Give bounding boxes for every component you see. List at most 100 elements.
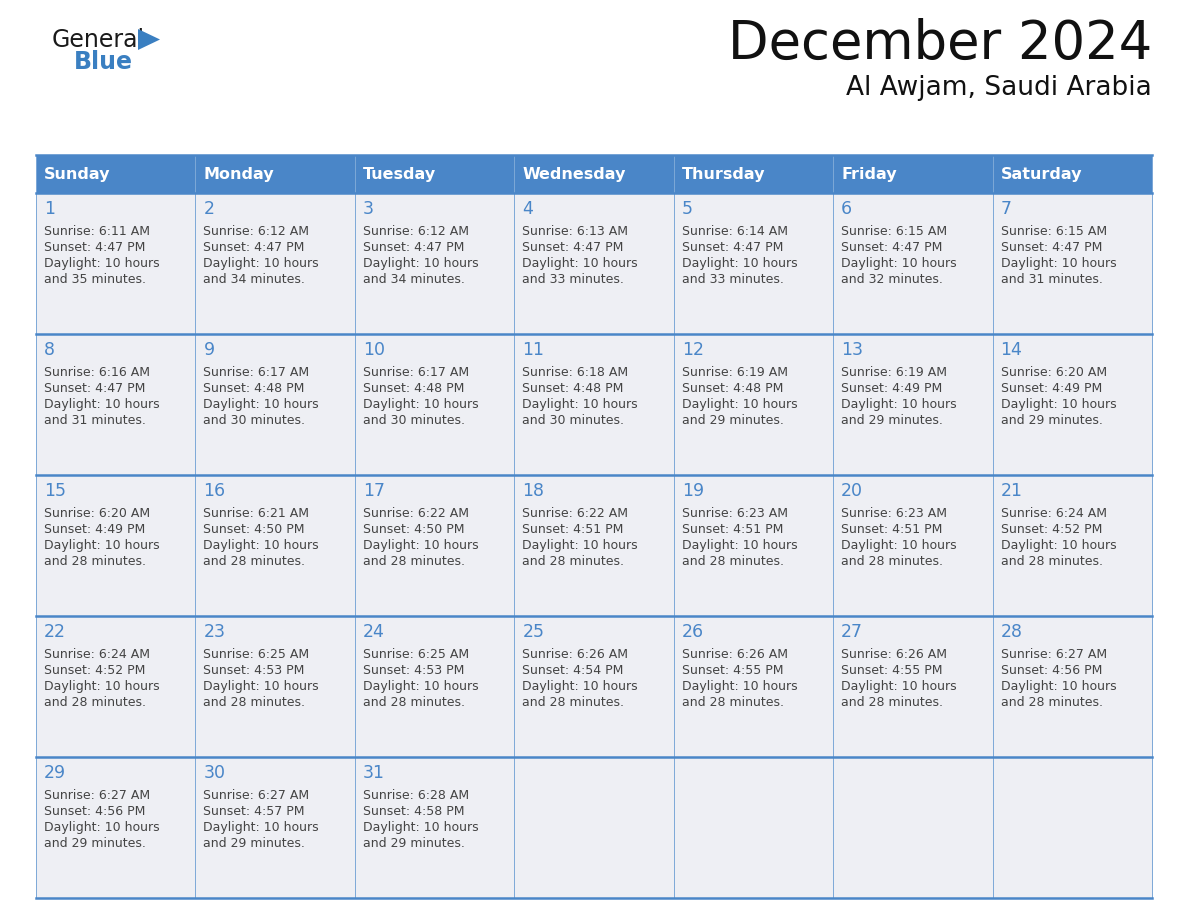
Bar bbox=[992, 616, 1152, 757]
Text: and 28 minutes.: and 28 minutes. bbox=[362, 555, 465, 568]
Text: Blue: Blue bbox=[74, 50, 133, 74]
Text: Daylight: 10 hours: Daylight: 10 hours bbox=[523, 398, 638, 411]
Text: Daylight: 10 hours: Daylight: 10 hours bbox=[1000, 257, 1117, 270]
Text: and 34 minutes.: and 34 minutes. bbox=[203, 273, 305, 286]
Polygon shape bbox=[138, 29, 160, 50]
Text: 23: 23 bbox=[203, 623, 226, 641]
Text: 10: 10 bbox=[362, 341, 385, 359]
Bar bbox=[514, 616, 674, 757]
Text: and 28 minutes.: and 28 minutes. bbox=[682, 555, 784, 568]
Text: and 31 minutes.: and 31 minutes. bbox=[44, 414, 146, 427]
Text: Sunrise: 6:15 AM: Sunrise: 6:15 AM bbox=[1000, 225, 1107, 238]
Text: and 33 minutes.: and 33 minutes. bbox=[682, 273, 784, 286]
Bar bbox=[514, 334, 674, 475]
Text: Daylight: 10 hours: Daylight: 10 hours bbox=[362, 821, 479, 834]
Text: Sunrise: 6:22 AM: Sunrise: 6:22 AM bbox=[523, 507, 628, 520]
Text: Daylight: 10 hours: Daylight: 10 hours bbox=[44, 539, 159, 552]
Text: Daylight: 10 hours: Daylight: 10 hours bbox=[44, 398, 159, 411]
Text: Sunset: 4:48 PM: Sunset: 4:48 PM bbox=[362, 382, 465, 395]
Bar bbox=[674, 475, 833, 616]
Bar bbox=[514, 475, 674, 616]
Bar bbox=[196, 757, 355, 898]
Text: Daylight: 10 hours: Daylight: 10 hours bbox=[682, 257, 797, 270]
Text: 18: 18 bbox=[523, 482, 544, 500]
Text: Sunset: 4:53 PM: Sunset: 4:53 PM bbox=[203, 664, 305, 677]
Text: Sunrise: 6:23 AM: Sunrise: 6:23 AM bbox=[841, 507, 947, 520]
Text: 9: 9 bbox=[203, 341, 215, 359]
Text: 20: 20 bbox=[841, 482, 864, 500]
Text: Sunset: 4:53 PM: Sunset: 4:53 PM bbox=[362, 664, 465, 677]
Text: Sunset: 4:52 PM: Sunset: 4:52 PM bbox=[44, 664, 145, 677]
Text: Sunrise: 6:19 AM: Sunrise: 6:19 AM bbox=[841, 366, 947, 379]
Text: Daylight: 10 hours: Daylight: 10 hours bbox=[203, 539, 320, 552]
Text: and 28 minutes.: and 28 minutes. bbox=[44, 555, 146, 568]
Text: Sunset: 4:48 PM: Sunset: 4:48 PM bbox=[682, 382, 783, 395]
Bar bbox=[196, 193, 355, 334]
Text: 24: 24 bbox=[362, 623, 385, 641]
Text: Daylight: 10 hours: Daylight: 10 hours bbox=[362, 257, 479, 270]
Text: 31: 31 bbox=[362, 764, 385, 782]
Text: and 28 minutes.: and 28 minutes. bbox=[841, 696, 943, 709]
Text: Sunset: 4:48 PM: Sunset: 4:48 PM bbox=[523, 382, 624, 395]
Bar bbox=[992, 193, 1152, 334]
Bar bbox=[992, 334, 1152, 475]
Bar bbox=[196, 334, 355, 475]
Text: 1: 1 bbox=[44, 200, 55, 218]
Text: Sunset: 4:51 PM: Sunset: 4:51 PM bbox=[682, 523, 783, 536]
Text: 5: 5 bbox=[682, 200, 693, 218]
Text: Sunrise: 6:24 AM: Sunrise: 6:24 AM bbox=[1000, 507, 1106, 520]
Bar bbox=[992, 475, 1152, 616]
Text: Sunset: 4:47 PM: Sunset: 4:47 PM bbox=[44, 241, 145, 254]
Text: Monday: Monday bbox=[203, 166, 274, 182]
Text: Sunset: 4:57 PM: Sunset: 4:57 PM bbox=[203, 805, 305, 818]
Text: 3: 3 bbox=[362, 200, 374, 218]
Text: Sunrise: 6:12 AM: Sunrise: 6:12 AM bbox=[362, 225, 469, 238]
Text: and 29 minutes.: and 29 minutes. bbox=[841, 414, 943, 427]
Text: and 28 minutes.: and 28 minutes. bbox=[1000, 696, 1102, 709]
Bar bbox=[833, 757, 992, 898]
Text: and 30 minutes.: and 30 minutes. bbox=[362, 414, 465, 427]
Text: 13: 13 bbox=[841, 341, 864, 359]
Text: and 29 minutes.: and 29 minutes. bbox=[203, 837, 305, 850]
Text: and 28 minutes.: and 28 minutes. bbox=[203, 696, 305, 709]
Text: Sunrise: 6:15 AM: Sunrise: 6:15 AM bbox=[841, 225, 947, 238]
Text: 25: 25 bbox=[523, 623, 544, 641]
Bar bbox=[833, 193, 992, 334]
Text: Daylight: 10 hours: Daylight: 10 hours bbox=[44, 821, 159, 834]
Text: Sunset: 4:54 PM: Sunset: 4:54 PM bbox=[523, 664, 624, 677]
Text: and 28 minutes.: and 28 minutes. bbox=[523, 696, 624, 709]
Text: Sunset: 4:49 PM: Sunset: 4:49 PM bbox=[1000, 382, 1101, 395]
Text: Daylight: 10 hours: Daylight: 10 hours bbox=[682, 398, 797, 411]
Text: Sunrise: 6:21 AM: Sunrise: 6:21 AM bbox=[203, 507, 309, 520]
Bar bbox=[514, 193, 674, 334]
Text: Tuesday: Tuesday bbox=[362, 166, 436, 182]
Text: Sunset: 4:52 PM: Sunset: 4:52 PM bbox=[1000, 523, 1102, 536]
Text: Sunset: 4:47 PM: Sunset: 4:47 PM bbox=[1000, 241, 1102, 254]
Text: and 30 minutes.: and 30 minutes. bbox=[523, 414, 624, 427]
Text: and 30 minutes.: and 30 minutes. bbox=[203, 414, 305, 427]
Text: and 28 minutes.: and 28 minutes. bbox=[1000, 555, 1102, 568]
Text: Sunrise: 6:25 AM: Sunrise: 6:25 AM bbox=[203, 648, 310, 661]
Text: Sunrise: 6:20 AM: Sunrise: 6:20 AM bbox=[1000, 366, 1107, 379]
Text: Sunrise: 6:26 AM: Sunrise: 6:26 AM bbox=[841, 648, 947, 661]
Bar bbox=[36, 334, 196, 475]
Text: Sunrise: 6:17 AM: Sunrise: 6:17 AM bbox=[362, 366, 469, 379]
Bar bbox=[196, 475, 355, 616]
Text: Sunset: 4:49 PM: Sunset: 4:49 PM bbox=[44, 523, 145, 536]
Text: Sunset: 4:56 PM: Sunset: 4:56 PM bbox=[44, 805, 145, 818]
Text: Sunset: 4:50 PM: Sunset: 4:50 PM bbox=[203, 523, 305, 536]
Bar bbox=[196, 155, 355, 193]
Text: Daylight: 10 hours: Daylight: 10 hours bbox=[682, 680, 797, 693]
Text: Sunset: 4:58 PM: Sunset: 4:58 PM bbox=[362, 805, 465, 818]
Text: Sunrise: 6:16 AM: Sunrise: 6:16 AM bbox=[44, 366, 150, 379]
Text: Sunrise: 6:27 AM: Sunrise: 6:27 AM bbox=[1000, 648, 1107, 661]
Text: 27: 27 bbox=[841, 623, 864, 641]
Text: Saturday: Saturday bbox=[1000, 166, 1082, 182]
Text: Daylight: 10 hours: Daylight: 10 hours bbox=[841, 680, 956, 693]
Text: and 28 minutes.: and 28 minutes. bbox=[841, 555, 943, 568]
Text: and 32 minutes.: and 32 minutes. bbox=[841, 273, 943, 286]
Text: Sunrise: 6:14 AM: Sunrise: 6:14 AM bbox=[682, 225, 788, 238]
Text: and 35 minutes.: and 35 minutes. bbox=[44, 273, 146, 286]
Text: Sunrise: 6:28 AM: Sunrise: 6:28 AM bbox=[362, 789, 469, 802]
Text: and 31 minutes.: and 31 minutes. bbox=[1000, 273, 1102, 286]
